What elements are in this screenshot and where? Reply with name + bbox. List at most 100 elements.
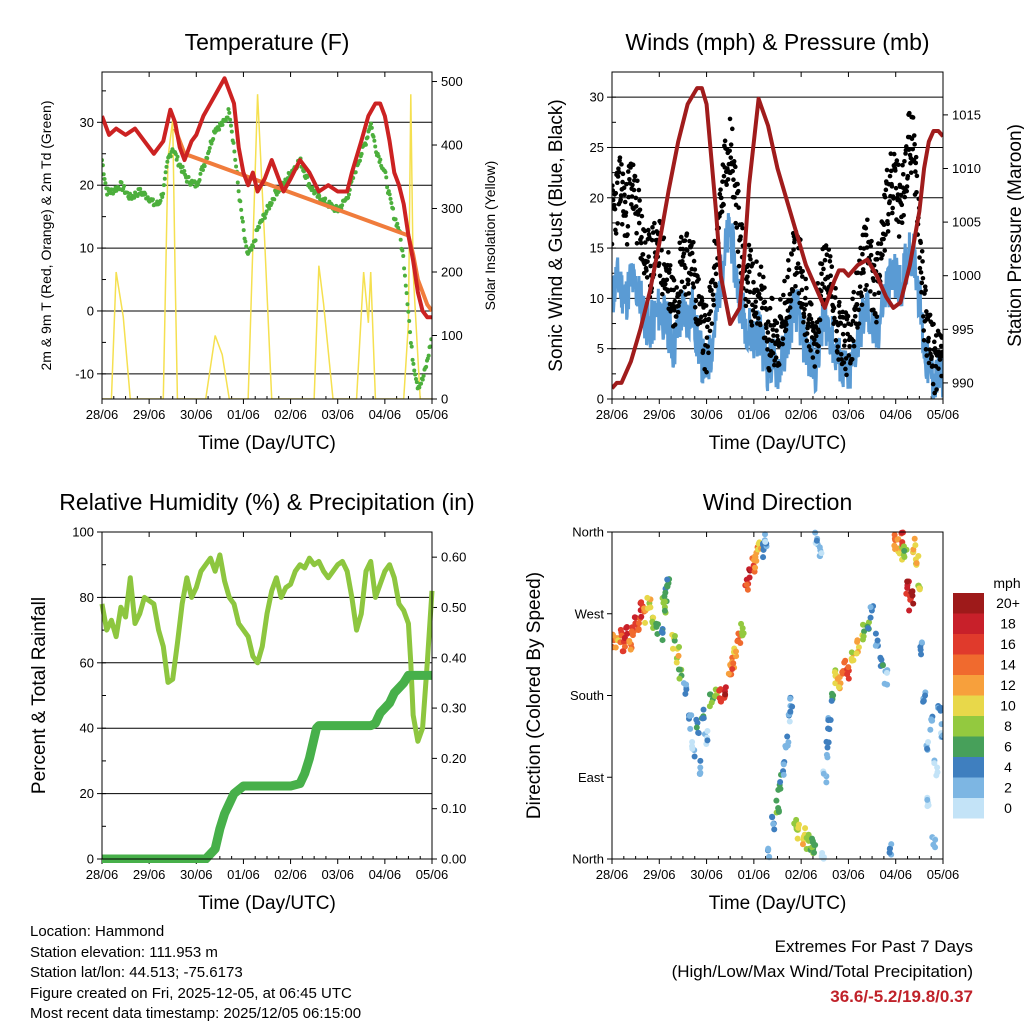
y-axis-label: Sonic Wind & Gust (Blue, Black) xyxy=(546,99,567,371)
direction-point xyxy=(691,753,698,760)
dewpoint-point xyxy=(368,121,373,126)
x-tick-label: 03/06 xyxy=(832,407,865,422)
direction-point xyxy=(894,536,901,543)
gust-point xyxy=(661,235,667,241)
gust-point xyxy=(910,115,916,120)
direction-point xyxy=(832,680,839,687)
gust-point xyxy=(663,281,668,287)
direction-point xyxy=(631,614,638,621)
direction-point xyxy=(612,644,619,651)
direction-point xyxy=(888,841,895,848)
gust-point xyxy=(749,323,755,328)
direction-point xyxy=(676,675,683,682)
gust-point xyxy=(837,299,842,305)
gust-point xyxy=(936,366,941,371)
gust-point xyxy=(684,231,690,236)
dewpoint-point xyxy=(371,134,376,139)
gust-point xyxy=(927,312,933,318)
gust-point xyxy=(919,280,925,286)
gust-point xyxy=(632,173,638,179)
gust-point xyxy=(686,277,691,283)
direction-point xyxy=(780,761,787,768)
gust-point xyxy=(698,314,704,320)
gust-point xyxy=(754,259,759,264)
gust-point xyxy=(890,210,895,216)
dewpoint-point xyxy=(239,207,244,212)
gust-point xyxy=(939,335,943,340)
gust-point xyxy=(883,187,889,193)
gust-point xyxy=(629,194,635,199)
gust-point xyxy=(936,349,942,355)
dewpoint-point xyxy=(211,136,216,141)
gust-point xyxy=(889,184,895,189)
gust-point xyxy=(765,347,770,352)
gust-point xyxy=(785,274,790,280)
gust-point xyxy=(794,270,800,276)
gust-point xyxy=(806,344,812,349)
gust-point xyxy=(750,261,756,267)
dewpoint-point xyxy=(346,192,351,197)
direction-point xyxy=(704,728,711,735)
legend-label: 18 xyxy=(1000,616,1016,632)
gust-point xyxy=(700,348,706,353)
gust-point xyxy=(796,290,802,296)
dewpoint-point xyxy=(105,192,110,197)
gust-point xyxy=(628,202,634,207)
gust-point xyxy=(625,169,631,174)
gust-point xyxy=(841,360,847,365)
direction-point xyxy=(780,771,787,778)
gust-point xyxy=(917,265,923,271)
gust-point xyxy=(719,195,724,201)
gust-point xyxy=(765,319,771,324)
dewpoint-point xyxy=(244,244,249,249)
x-tick-label: 01/06 xyxy=(738,407,771,422)
gust-point xyxy=(730,168,735,174)
gust-point xyxy=(753,304,758,310)
gust-point xyxy=(782,278,787,284)
gust-point xyxy=(914,173,920,179)
direction-point xyxy=(818,550,825,557)
gust-point xyxy=(932,346,938,351)
y-axis-label: Direction (Colored By Speed) xyxy=(524,572,545,819)
x-tick-label: 30/06 xyxy=(690,407,723,422)
dewpoint-point xyxy=(264,209,269,214)
gust-point xyxy=(851,289,857,295)
dewpoint-point xyxy=(262,215,267,220)
direction-point xyxy=(661,593,668,600)
gust-point xyxy=(932,390,937,396)
gust-point xyxy=(848,322,854,327)
gust-point xyxy=(613,231,619,236)
x-tick-label: 05/06 xyxy=(927,867,960,882)
gust-point xyxy=(681,251,687,256)
x-tick-label: 01/06 xyxy=(227,867,260,882)
direction-point xyxy=(659,629,666,636)
direction-point xyxy=(844,671,851,678)
plot-frame xyxy=(611,71,944,400)
gust-point xyxy=(732,195,737,200)
gust-point xyxy=(646,254,651,259)
gust-point xyxy=(843,366,848,372)
y-tick-label: 20 xyxy=(590,190,604,205)
extremes-values: 36.6/-5.2/19.8/0.37 xyxy=(830,987,973,1006)
chart-humidity: 0 20 40 60 80 100 0.00 0.10 0.20 0.30 0.40 0.50 0.60… xyxy=(29,489,475,914)
direction-point xyxy=(865,625,872,632)
gust-point xyxy=(850,296,855,302)
x-axis-label: Time (Day/UTC) xyxy=(198,893,336,914)
gust-point xyxy=(711,302,717,308)
gust-point xyxy=(729,126,735,132)
gust-point xyxy=(894,158,900,163)
dewpoint-point xyxy=(267,206,272,211)
gust-point xyxy=(835,344,841,349)
gust-point xyxy=(756,316,761,321)
y-tick-label: 30 xyxy=(590,90,604,105)
gust-point xyxy=(823,243,829,248)
x-tick-label: 28/06 xyxy=(86,407,119,422)
gust-point xyxy=(618,197,624,202)
gust-point xyxy=(828,273,833,279)
gust-point xyxy=(672,298,678,304)
gust-point xyxy=(774,320,780,326)
dewpoint-point xyxy=(272,197,277,202)
gust-point xyxy=(801,314,807,320)
gust-point xyxy=(821,266,826,272)
